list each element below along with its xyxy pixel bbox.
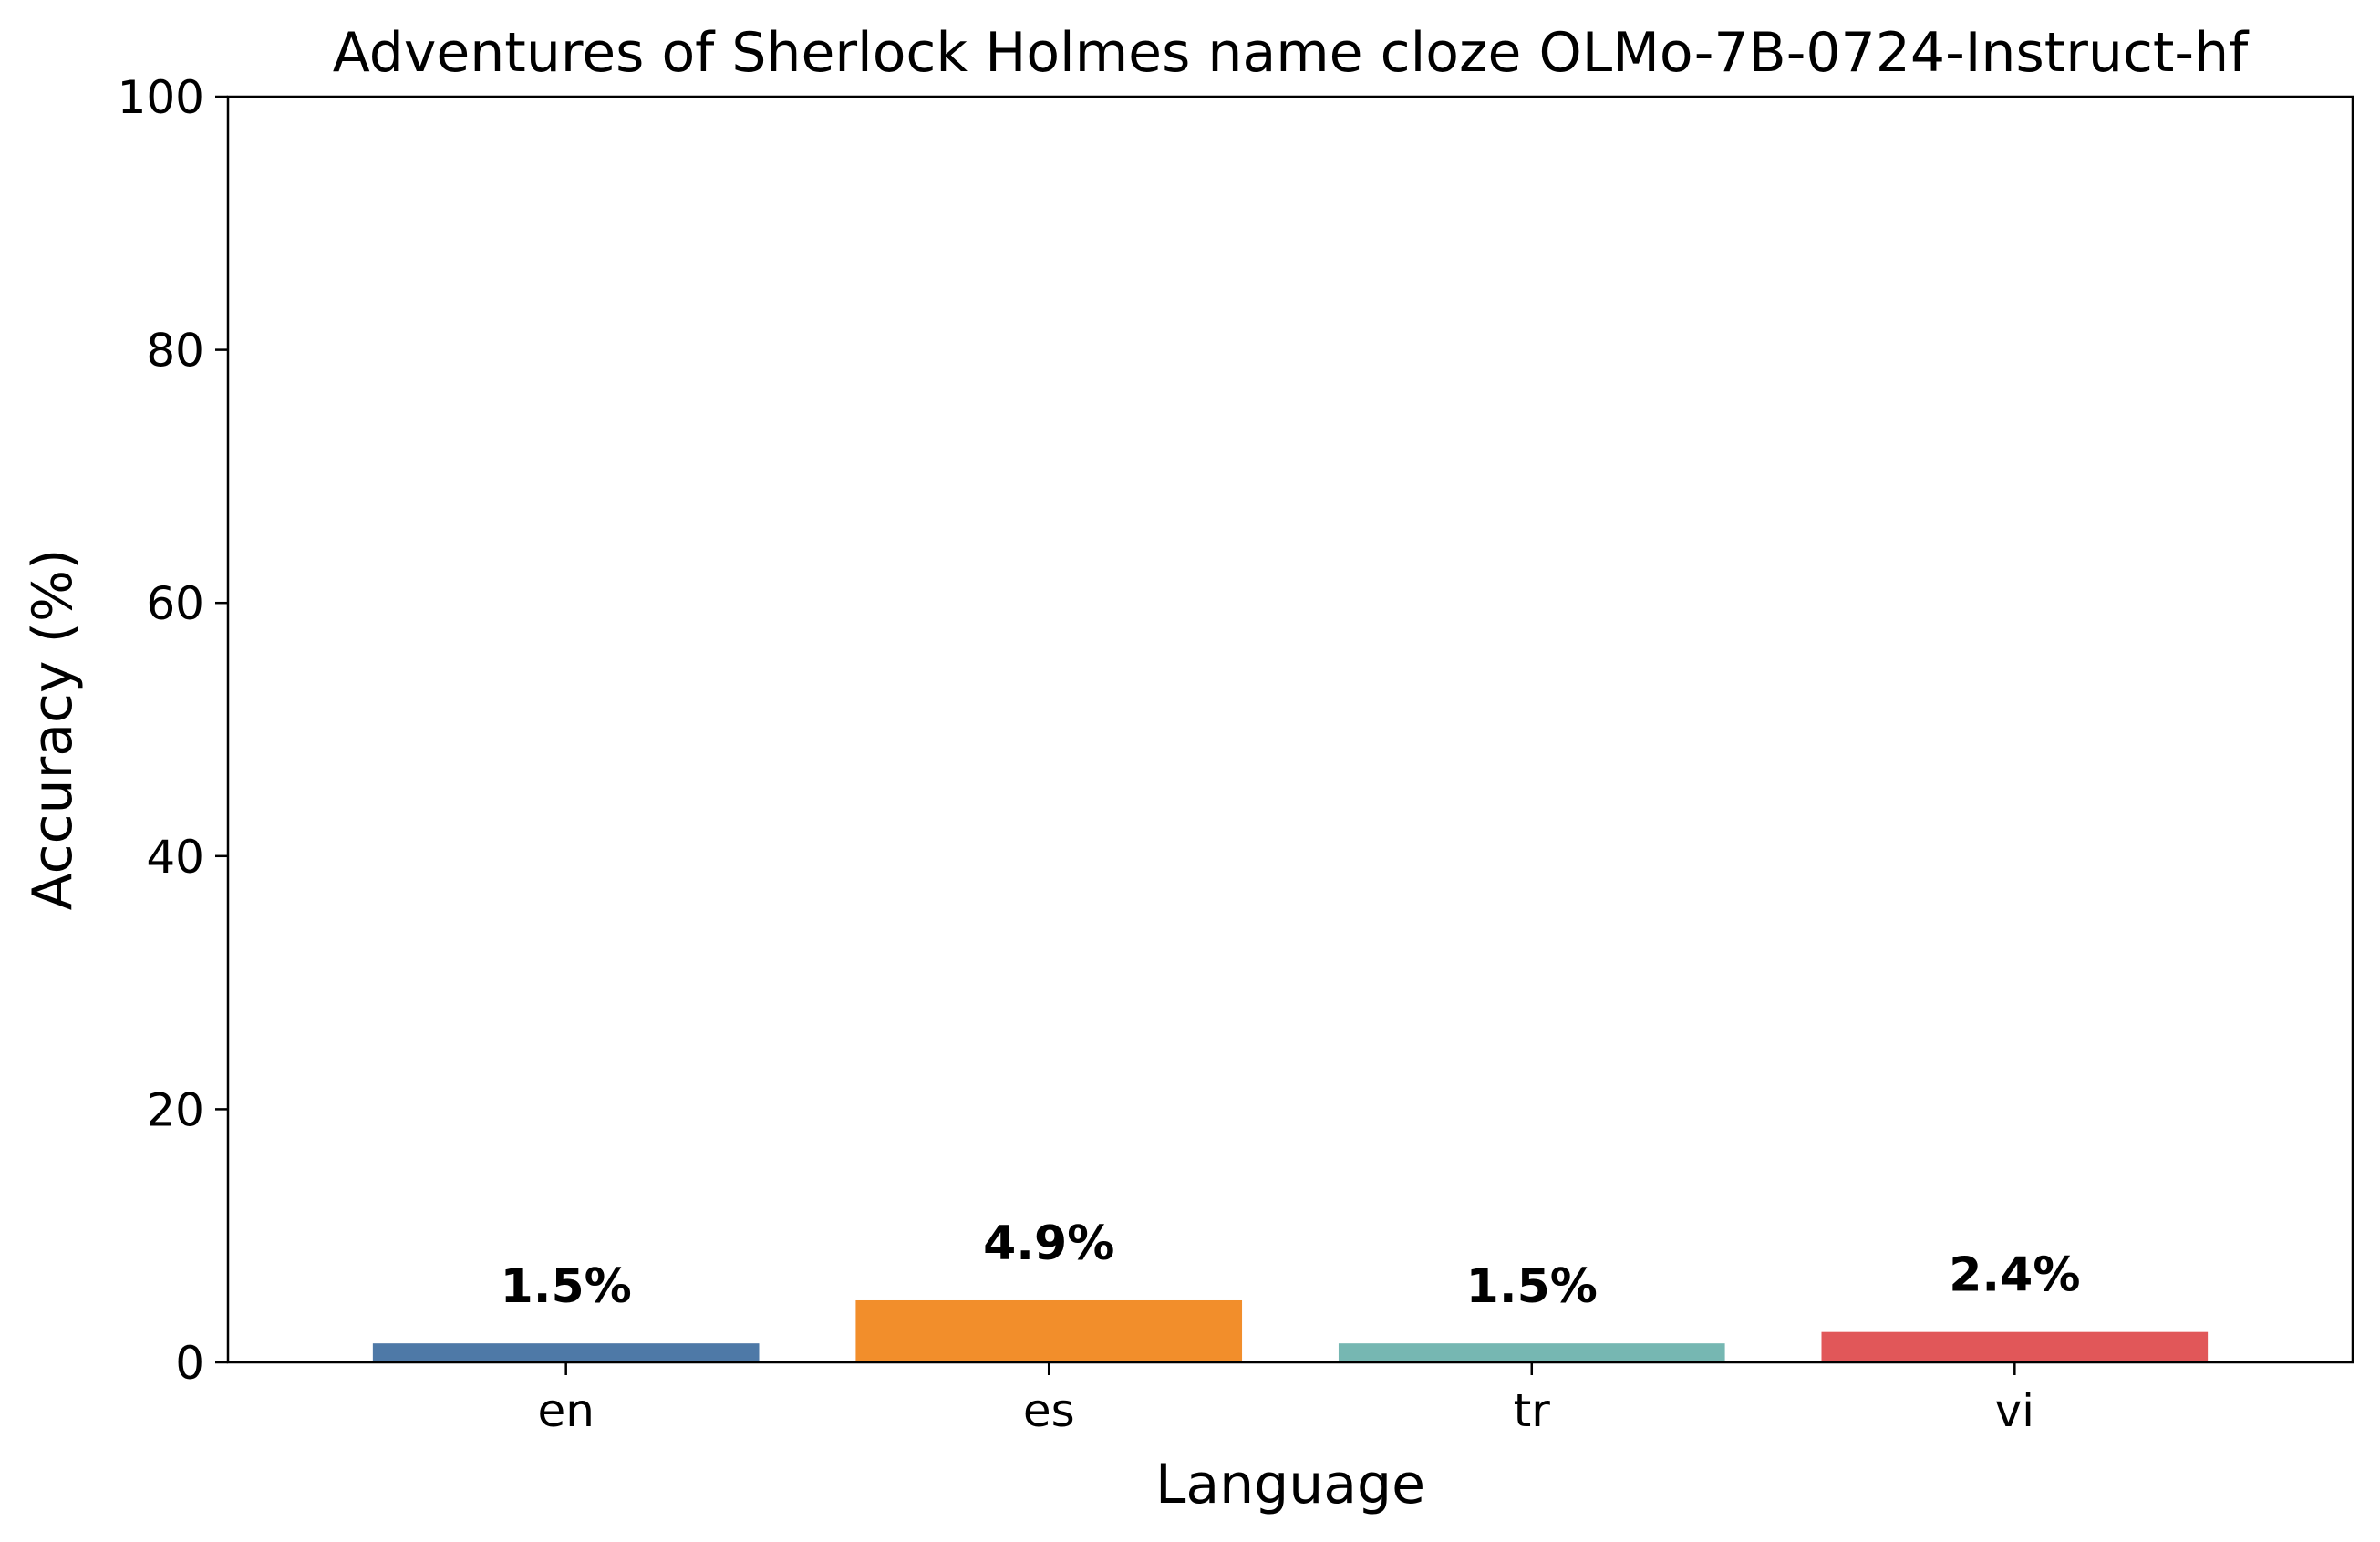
x-tick-label-vi: vi: [1995, 1384, 2034, 1437]
bar-value-label-en: 1.5%: [501, 1259, 632, 1314]
bar-es: [855, 1299, 1243, 1362]
bar-tr: [1338, 1343, 1725, 1362]
y-axis-label: Accuracy (%): [21, 549, 85, 911]
x-tick-label-es: es: [1023, 1384, 1075, 1437]
x-tick-label-tr: tr: [1514, 1384, 1551, 1437]
bar-en: [372, 1343, 760, 1362]
y-tick-label-20: 20: [146, 1083, 204, 1136]
y-tick-label-0: 0: [175, 1337, 204, 1390]
y-tick-label-60: 60: [146, 577, 204, 630]
y-tick-label-100: 100: [118, 71, 204, 124]
bar-value-label-vi: 2.4%: [1949, 1248, 2080, 1303]
plot-frame: [226, 95, 2354, 1364]
chart-title: Adventures of Sherlock Holmes name cloze…: [333, 21, 2250, 85]
plot-area: 1.5% en 4.9% es 1.5% tr 2.4% vi 0 20 40 60 80 100: [118, 71, 2354, 1437]
bar-value-label-tr: 1.5%: [1466, 1259, 1598, 1314]
x-tick-label-en: en: [537, 1384, 594, 1437]
y-tick-label-80: 80: [146, 325, 204, 378]
y-tick-label-40: 40: [146, 831, 204, 884]
bar-vi: [1821, 1331, 2209, 1362]
x-axis-label: Language: [1155, 1453, 1425, 1516]
bar-value-label-es: 4.9%: [983, 1216, 1114, 1271]
